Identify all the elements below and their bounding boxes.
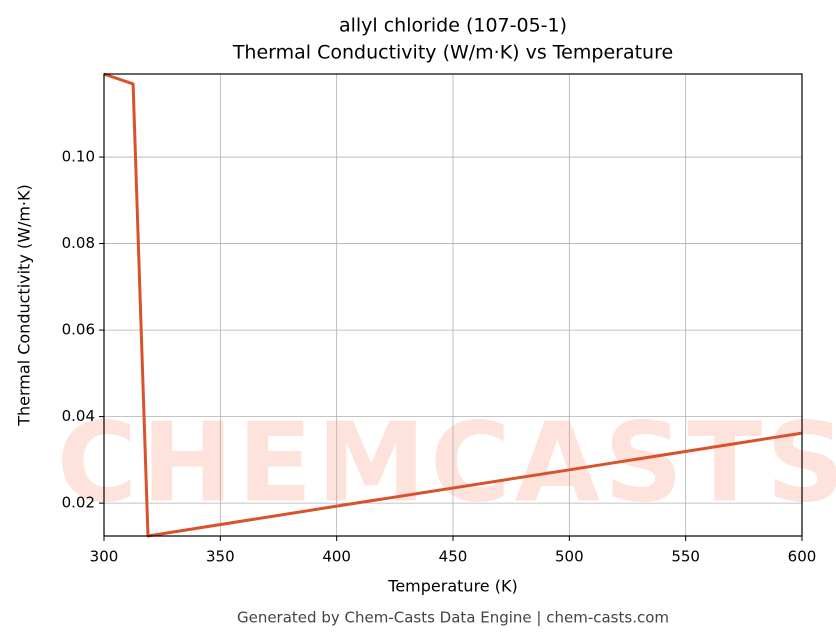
plot-frame — [103, 73, 803, 537]
y-tick-label: 0.10 — [62, 148, 95, 166]
y-tick-label: 0.06 — [62, 321, 95, 339]
watermark: CHEMCASTS — [57, 398, 836, 526]
y-tick-label: 0.02 — [62, 494, 95, 512]
x-tick-label: 400 — [322, 548, 351, 566]
x-tick-label: 600 — [788, 548, 817, 566]
y-tick-label: 0.04 — [62, 407, 95, 425]
x-tick-label: 350 — [206, 548, 235, 566]
data-line — [104, 72, 802, 538]
y-axis-label: Thermal Conductivity (W/m·K) — [15, 184, 34, 427]
x-tick-label: 300 — [90, 548, 119, 566]
x-tick-label: 500 — [555, 548, 584, 566]
footer: Generated by Chem-Casts Data Engine | ch… — [237, 609, 669, 627]
chart-title: allyl chloride (107-05-1) — [339, 15, 567, 37]
x-axis-label: Temperature (K) — [387, 577, 517, 596]
chart-subtitle: Thermal Conductivity (W/m·K) vs Temperat… — [232, 42, 673, 64]
x-tick-label: 550 — [671, 548, 700, 566]
x-tick-label: 450 — [439, 548, 468, 566]
y-tick-label: 0.08 — [62, 234, 95, 252]
